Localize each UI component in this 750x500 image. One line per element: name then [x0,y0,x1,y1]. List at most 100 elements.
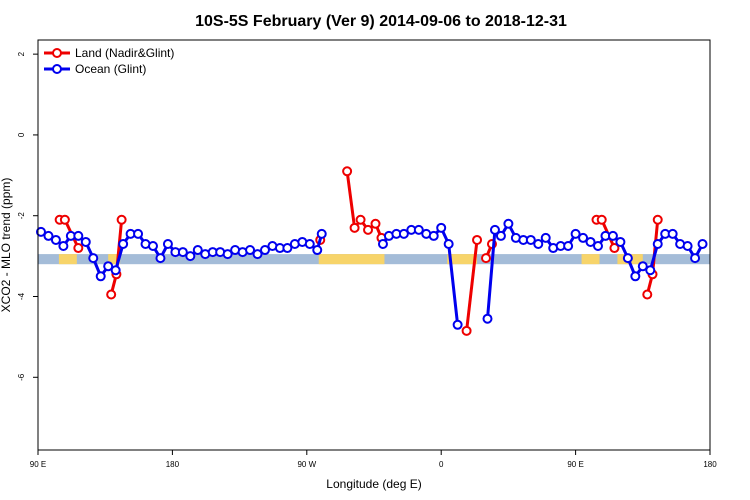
data-point-land [652,214,663,225]
data-point-ocean [436,222,447,233]
data-point-land [609,243,620,254]
data-point-ocean [133,228,144,239]
chart-title: 10S-5S February (Ver 9) 2014-09-06 to 20… [195,13,567,30]
data-point-ocean [495,230,506,241]
data-point-ocean [118,238,129,249]
y-tick-label: -6 [17,373,26,381]
map-strip-land-3 [447,254,478,265]
data-point-ocean [607,230,618,241]
data-point-ocean [192,245,203,256]
data-point-ocean [252,249,263,260]
data-point-land [472,234,483,245]
data-point-ocean [259,245,270,256]
data-point-ocean [103,261,114,272]
data-point-ocean [443,238,454,249]
x-tick-label: 90 W [297,460,316,469]
data-point-ocean [682,241,693,252]
legend-label-land: Land (Nadir&Glint) [75,46,174,60]
legend-marker-land [52,48,62,58]
data-point-ocean [652,238,663,249]
x-tick-label: 180 [166,460,180,469]
data-point-ocean [503,218,514,229]
data-point-ocean [533,238,544,249]
data-point-ocean [697,238,708,249]
legend-label-ocean: Ocean (Glint) [75,62,146,76]
x-tick-label: 180 [703,460,717,469]
data-point-ocean [622,253,633,264]
map-strip-land-0 [58,254,77,265]
data-point-land [106,289,117,300]
data-point-ocean [50,234,61,245]
data-point-ocean [245,245,256,256]
data-point-ocean [645,265,656,276]
data-point-ocean [525,234,536,245]
data-point-land [461,325,472,336]
data-point-ocean [312,245,323,256]
data-point-ocean [162,238,173,249]
data-point-ocean [690,253,701,264]
data-point-ocean [282,243,293,254]
data-point-ocean [304,238,315,249]
data-point-ocean [35,226,46,237]
data-point-ocean [578,232,589,243]
data-point-ocean [637,261,648,272]
data-point-ocean [43,230,54,241]
map-strip-land-1 [108,254,121,265]
y-tick-label: -2 [17,212,26,220]
data-point-ocean [88,253,99,264]
data-point-land [355,214,366,225]
data-point-land [59,214,70,225]
data-point-land [349,222,360,233]
data-point-ocean [489,224,500,235]
data-point-ocean [428,230,439,241]
y-tick-label: 2 [17,51,26,56]
y-axis: 2 0 -2 -4 -6 [17,51,38,381]
data-point-land [342,166,353,177]
data-point-ocean [95,271,106,282]
map-strip [38,254,710,265]
data-point-ocean [667,228,678,239]
data-point-land [481,253,491,264]
data-point-ocean [155,253,166,264]
data-point-ocean [110,265,121,276]
x-tick-label: 90 E [30,460,46,469]
data-point-land [596,214,607,225]
legend-marker-ocean [52,64,62,74]
data-point-ocean [147,241,158,252]
series-layer [35,166,708,336]
data-point-ocean [177,247,188,258]
y-tick-label: 0 [17,132,26,137]
map-strip-land-2 [318,254,385,265]
map-strip-land-4 [581,254,600,265]
data-point-ocean [80,236,91,247]
data-point-ocean [630,271,641,282]
series-line-land-4 [465,239,479,332]
data-point-ocean [540,232,551,243]
data-point-land [370,218,381,229]
data-point-ocean [222,249,233,260]
data-point-ocean [316,228,327,239]
data-point-ocean [377,238,388,249]
data-point-ocean [563,241,574,252]
data-point-land [73,243,84,254]
data-point-ocean [615,236,626,247]
data-point-ocean [398,228,409,239]
data-point-ocean [413,224,424,235]
y-tick-label: -4 [17,292,26,300]
legend: Land (Nadir&Glint) Ocean (Glint) [44,46,174,76]
data-point-land [363,224,374,235]
data-point-ocean [585,236,596,247]
data-point-ocean [58,241,69,252]
data-point-ocean [482,313,493,324]
x-tick-label: 90 E [567,460,583,469]
x-axis-label: Longitude (deg E) [326,477,421,491]
x-tick-label: 0 [439,460,444,469]
data-point-ocean [452,319,463,330]
data-point-land [116,214,127,225]
data-point-ocean [73,230,84,241]
data-point-land [642,289,653,300]
data-point-ocean [570,228,581,239]
data-point-ocean [593,241,603,252]
x-axis: 90 E 180 90 W 0 90 E 180 [30,450,717,469]
